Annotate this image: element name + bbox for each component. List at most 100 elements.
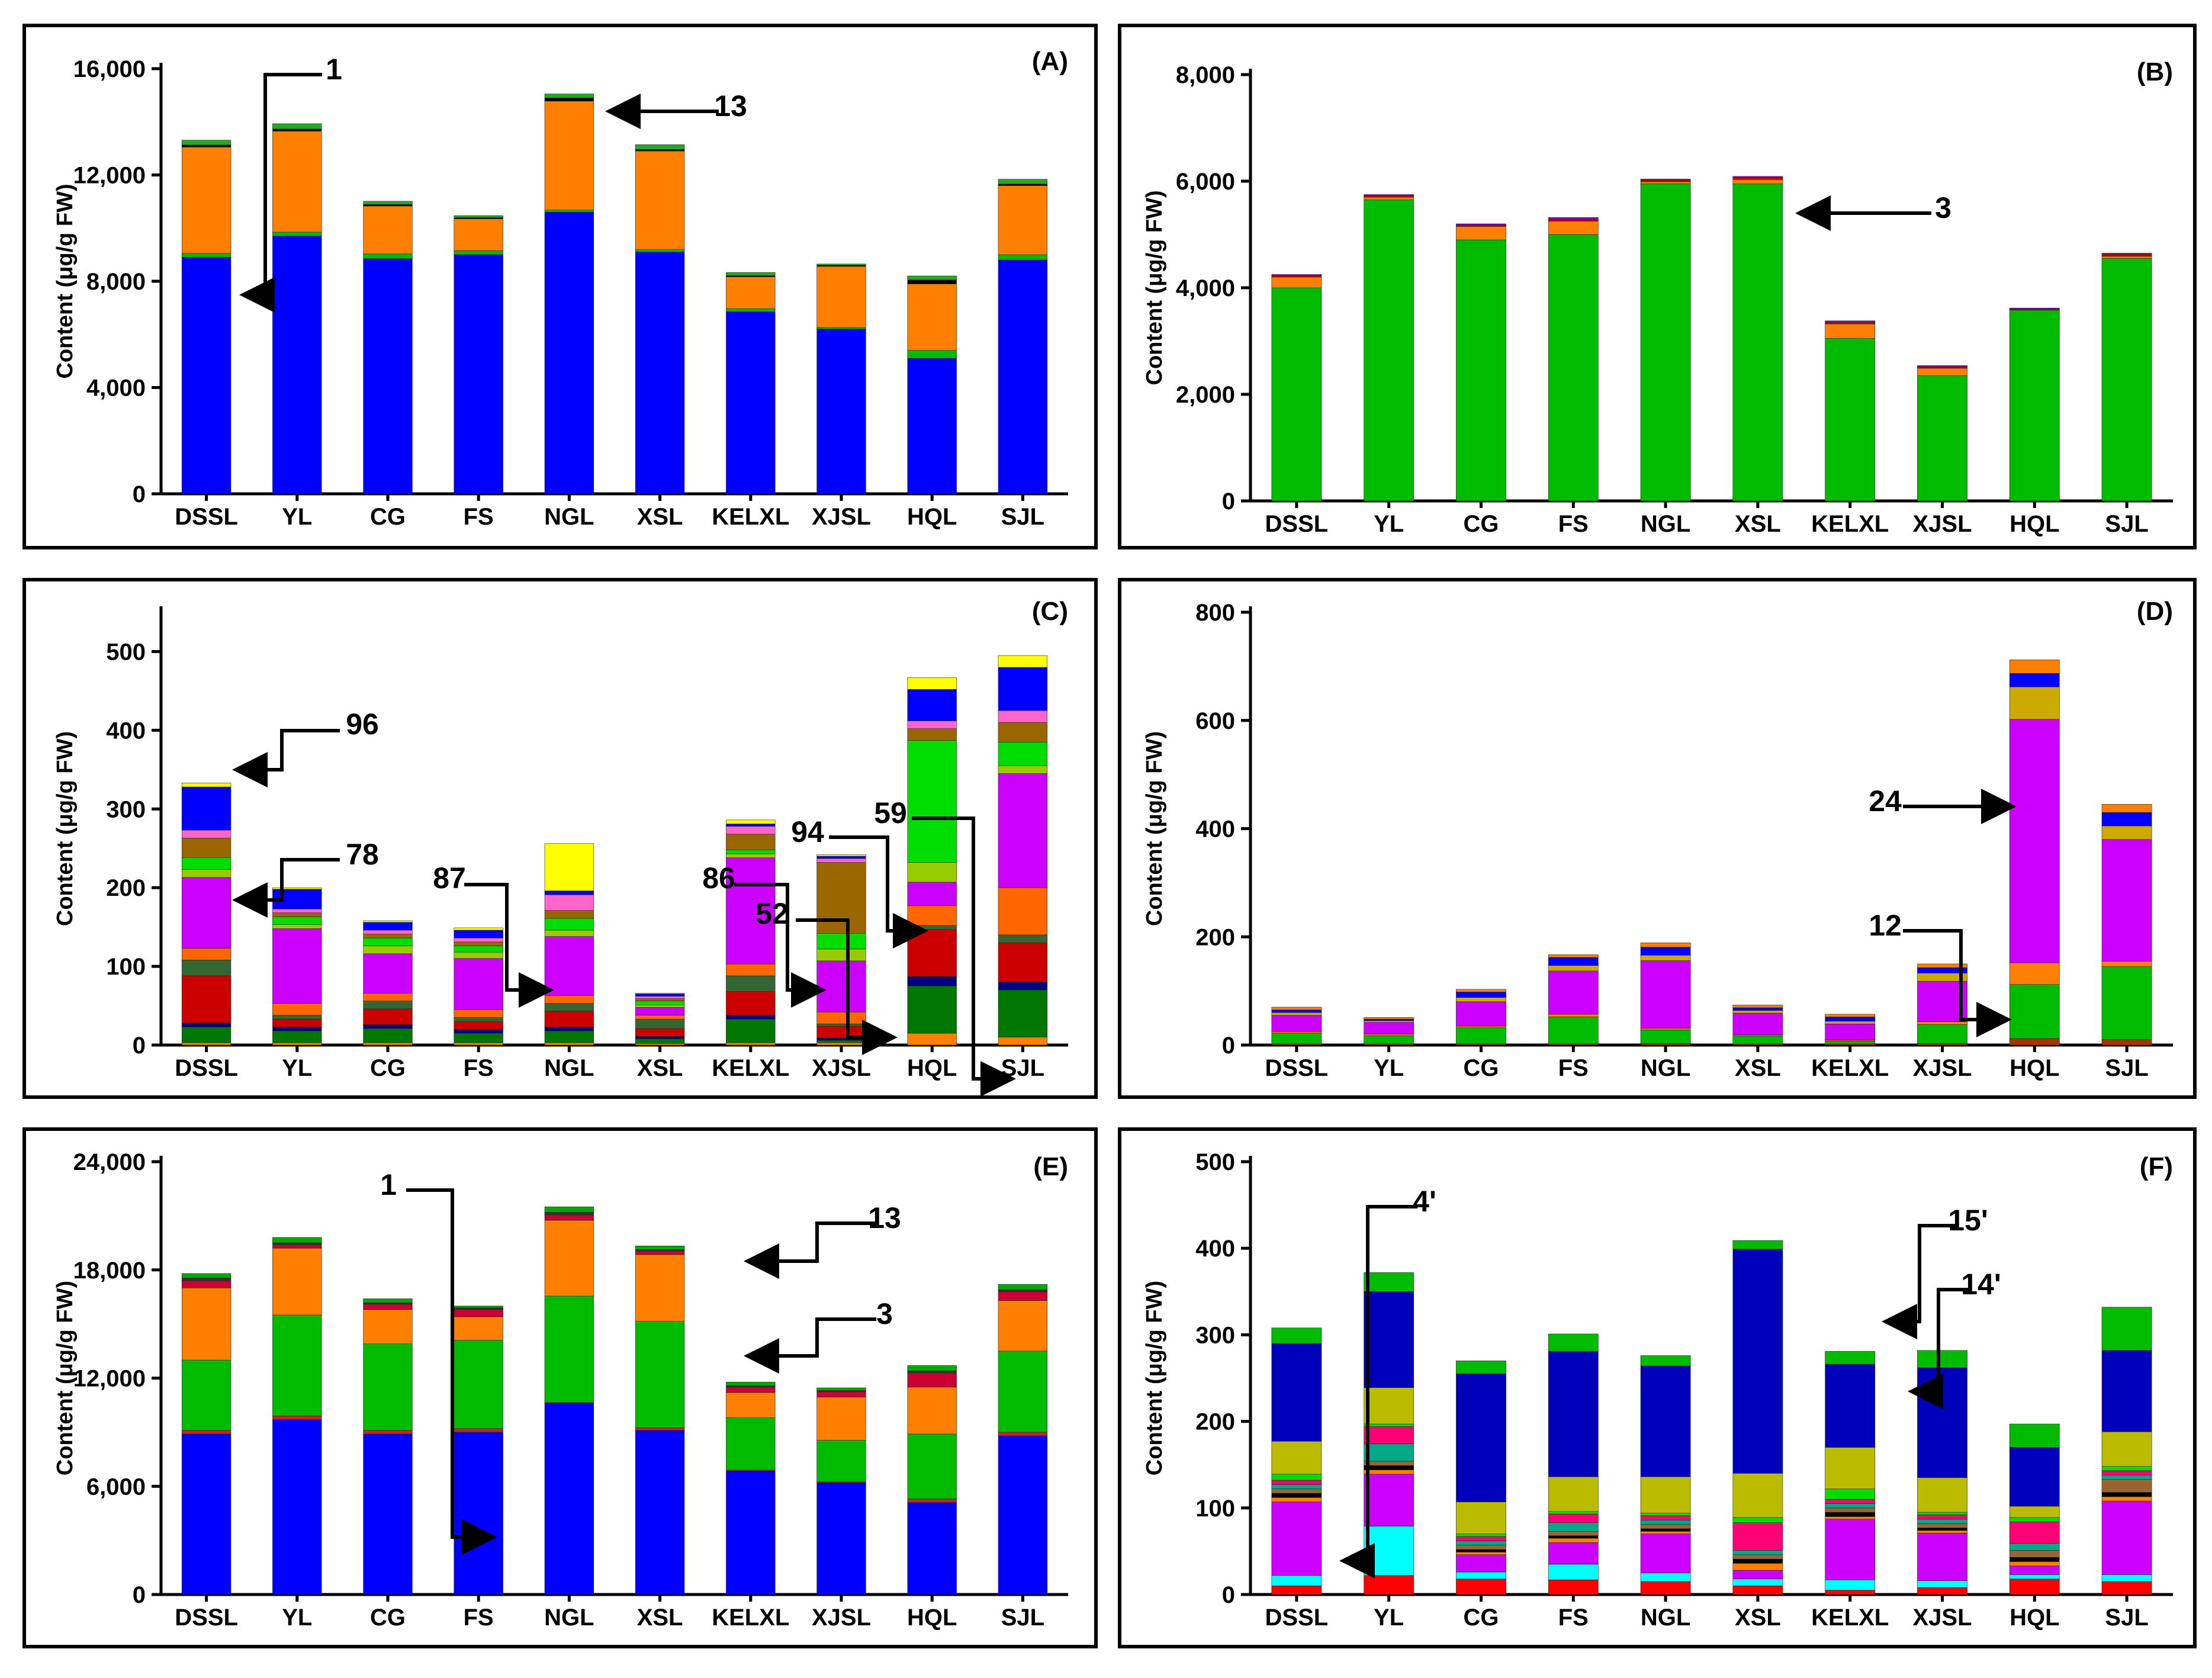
chart-a-bar-segment	[181, 144, 232, 147]
chart-c-bar-segment	[181, 838, 232, 858]
chart-e-bar-segment	[363, 1430, 413, 1435]
chart-f-bar-segment	[1456, 1536, 1506, 1541]
chart-a-bar-segment	[181, 253, 232, 258]
chart-c-annotation-label: 87	[433, 861, 466, 895]
chart-c-y-tick-label: 400	[106, 718, 146, 744]
chart-b-x-tick-label: CG	[1464, 511, 1499, 537]
chart-a-x-tick-label: NGL	[544, 504, 594, 530]
panel-e: 0 6,000 12,000 18,000 24,000 Content (μg/g FW…	[22, 1127, 1098, 1648]
chart-c-bar-segment	[635, 1001, 685, 1005]
chart-e-bar-segment	[998, 1435, 1048, 1595]
chart-e-bar-segment	[998, 1351, 1048, 1433]
chart-f-bar-segment	[1456, 1373, 1506, 1502]
chart-e-bar-segment	[272, 1248, 322, 1316]
chart-d-y-tick-label: 400	[1195, 817, 1235, 843]
chart-f-bar-segment	[1825, 1351, 1876, 1365]
chart-f-bar-segment	[1271, 1441, 1322, 1475]
chart-d-annotation-label: 12	[1869, 909, 1902, 942]
chart-c-bar-segment	[907, 882, 957, 906]
chart-c-bar-segment	[181, 948, 232, 960]
chart-e-annotation-label: 3	[876, 1297, 893, 1330]
chart-c-bar-segment	[363, 922, 413, 931]
chart-e-bar-segment	[544, 1220, 594, 1297]
chart-d-bar-segment	[1364, 1018, 1414, 1021]
chart-d-bar-segment	[1456, 989, 1506, 992]
chart-d-bar-segment	[1456, 992, 1506, 998]
chart-e-bar-segment	[635, 1245, 685, 1250]
chart-d-bar-segment	[1548, 970, 1599, 1015]
chart-e-y-tick-label: 6,000	[86, 1474, 146, 1500]
chart-c-bar-segment	[635, 1036, 685, 1039]
chart-f-x-tick-label: NGL	[1641, 1605, 1690, 1631]
chart-f-bar-segment	[1640, 1573, 1691, 1582]
chart-c-x-tick-label: HQL	[907, 1055, 957, 1081]
chart-e-bar-segment	[363, 1302, 413, 1304]
chart-c-x-tick-label: FS	[464, 1055, 494, 1081]
chart-d-bar-segment	[1364, 1017, 1414, 1020]
chart-e-bar-segment	[272, 1242, 322, 1245]
chart-e-bar-segment	[635, 1427, 685, 1431]
chart-c-bar-segment	[726, 826, 776, 835]
chart-e-bar-segment	[181, 1430, 232, 1435]
chart-c-bar-segment	[635, 1018, 685, 1029]
chart-c-bar-segment	[816, 1040, 866, 1043]
chart-c-bar-segment	[544, 995, 594, 1004]
chart-f-bar-segment	[1732, 1554, 1783, 1560]
chart-c-bar-segment	[726, 857, 776, 965]
chart-c-bar-segment	[363, 1028, 413, 1043]
chart-f-bar-segment	[1364, 1575, 1414, 1595]
chart-c-bar-segment	[907, 721, 957, 729]
chart-e-bar-segment	[181, 1278, 232, 1281]
chart-f-y-tick-label: 0	[1222, 1582, 1235, 1608]
chart-b-x-tick-label: KELXL	[1811, 511, 1889, 537]
chart-d-bar-segment	[1271, 1010, 1322, 1013]
chart-d-x-tick-label: XSL	[1735, 1055, 1781, 1081]
chart-f-y-tick-label: 500	[1195, 1149, 1235, 1175]
chart-f-bar-segment	[1271, 1474, 1322, 1481]
chart-b-bar-segment	[1548, 234, 1599, 502]
chart-c-annotation-arrow	[232, 729, 340, 787]
chart-f-bar-segment	[2101, 1500, 2152, 1575]
chart-e-title: (E)	[1033, 1152, 1068, 1181]
chart-e-bar-segment	[907, 1365, 957, 1371]
chart-f-bar-segment	[1825, 1516, 1876, 1520]
chart-c-bar-segment	[181, 783, 232, 787]
chart-c-bar-segment	[272, 1042, 322, 1046]
chart-c-annotation-label: 52	[755, 897, 789, 930]
chart-c-x-tick-label: XSL	[637, 1055, 683, 1081]
chart-e-bar-segment	[635, 1430, 685, 1595]
chart-e-bar-segment	[454, 1307, 503, 1310]
chart-a-x-tick-label: FS	[464, 504, 494, 530]
chart-a-bar-segment	[907, 275, 957, 281]
chart-c-annotation-label: 96	[346, 708, 379, 741]
chart-d-bar-segment	[1456, 1027, 1506, 1044]
chart-f-bar-segment	[1548, 1535, 1599, 1539]
chart-c-bar-segment	[272, 1030, 322, 1043]
chart-e-bar-segment	[544, 1296, 594, 1403]
chart-f-bar-segment	[1271, 1343, 1322, 1442]
chart-c-bar-segment	[363, 930, 413, 934]
chart-c-bar-segment	[363, 1008, 413, 1025]
chart-b: 0 2,000 4,000 6,000 8,000 Content (μg/g FW) DS…	[1142, 57, 2173, 537]
chart-d-bar-segment	[1271, 1015, 1322, 1032]
chart-c-bar-segment	[544, 936, 594, 996]
chart-c-x-tick-label: DSSL	[175, 1055, 238, 1081]
chart-a-bar-segment	[816, 266, 866, 328]
chart-a-x-tick-label: HQL	[907, 504, 957, 530]
chart-f-bar-segment	[1548, 1564, 1599, 1580]
chart-d-bar-segment	[2101, 812, 2152, 827]
chart-c-bar-segment	[726, 1018, 776, 1043]
chart-a-x-tick-label: YL	[282, 504, 312, 530]
chart-e-bar-segment	[454, 1306, 503, 1309]
chart-e-bar-segment	[907, 1499, 957, 1503]
chart-f-annotation-label: 15'	[1948, 1204, 1988, 1237]
chart-f-bar-segment	[1364, 1291, 1414, 1388]
chart-c-x-tick-label: YL	[282, 1055, 312, 1081]
chart-f-bar-segment	[1456, 1549, 1506, 1552]
chart-a-annotation-arrow	[239, 73, 322, 313]
chart-a-x-tick-label: KELXL	[712, 504, 789, 530]
chart-d-x-tick-label: DSSL	[1265, 1055, 1329, 1081]
chart-c-bar-segment	[816, 856, 866, 859]
chart-d-y-tick-label: 0	[1222, 1033, 1235, 1059]
chart-e-bar-segment	[998, 1291, 1048, 1301]
